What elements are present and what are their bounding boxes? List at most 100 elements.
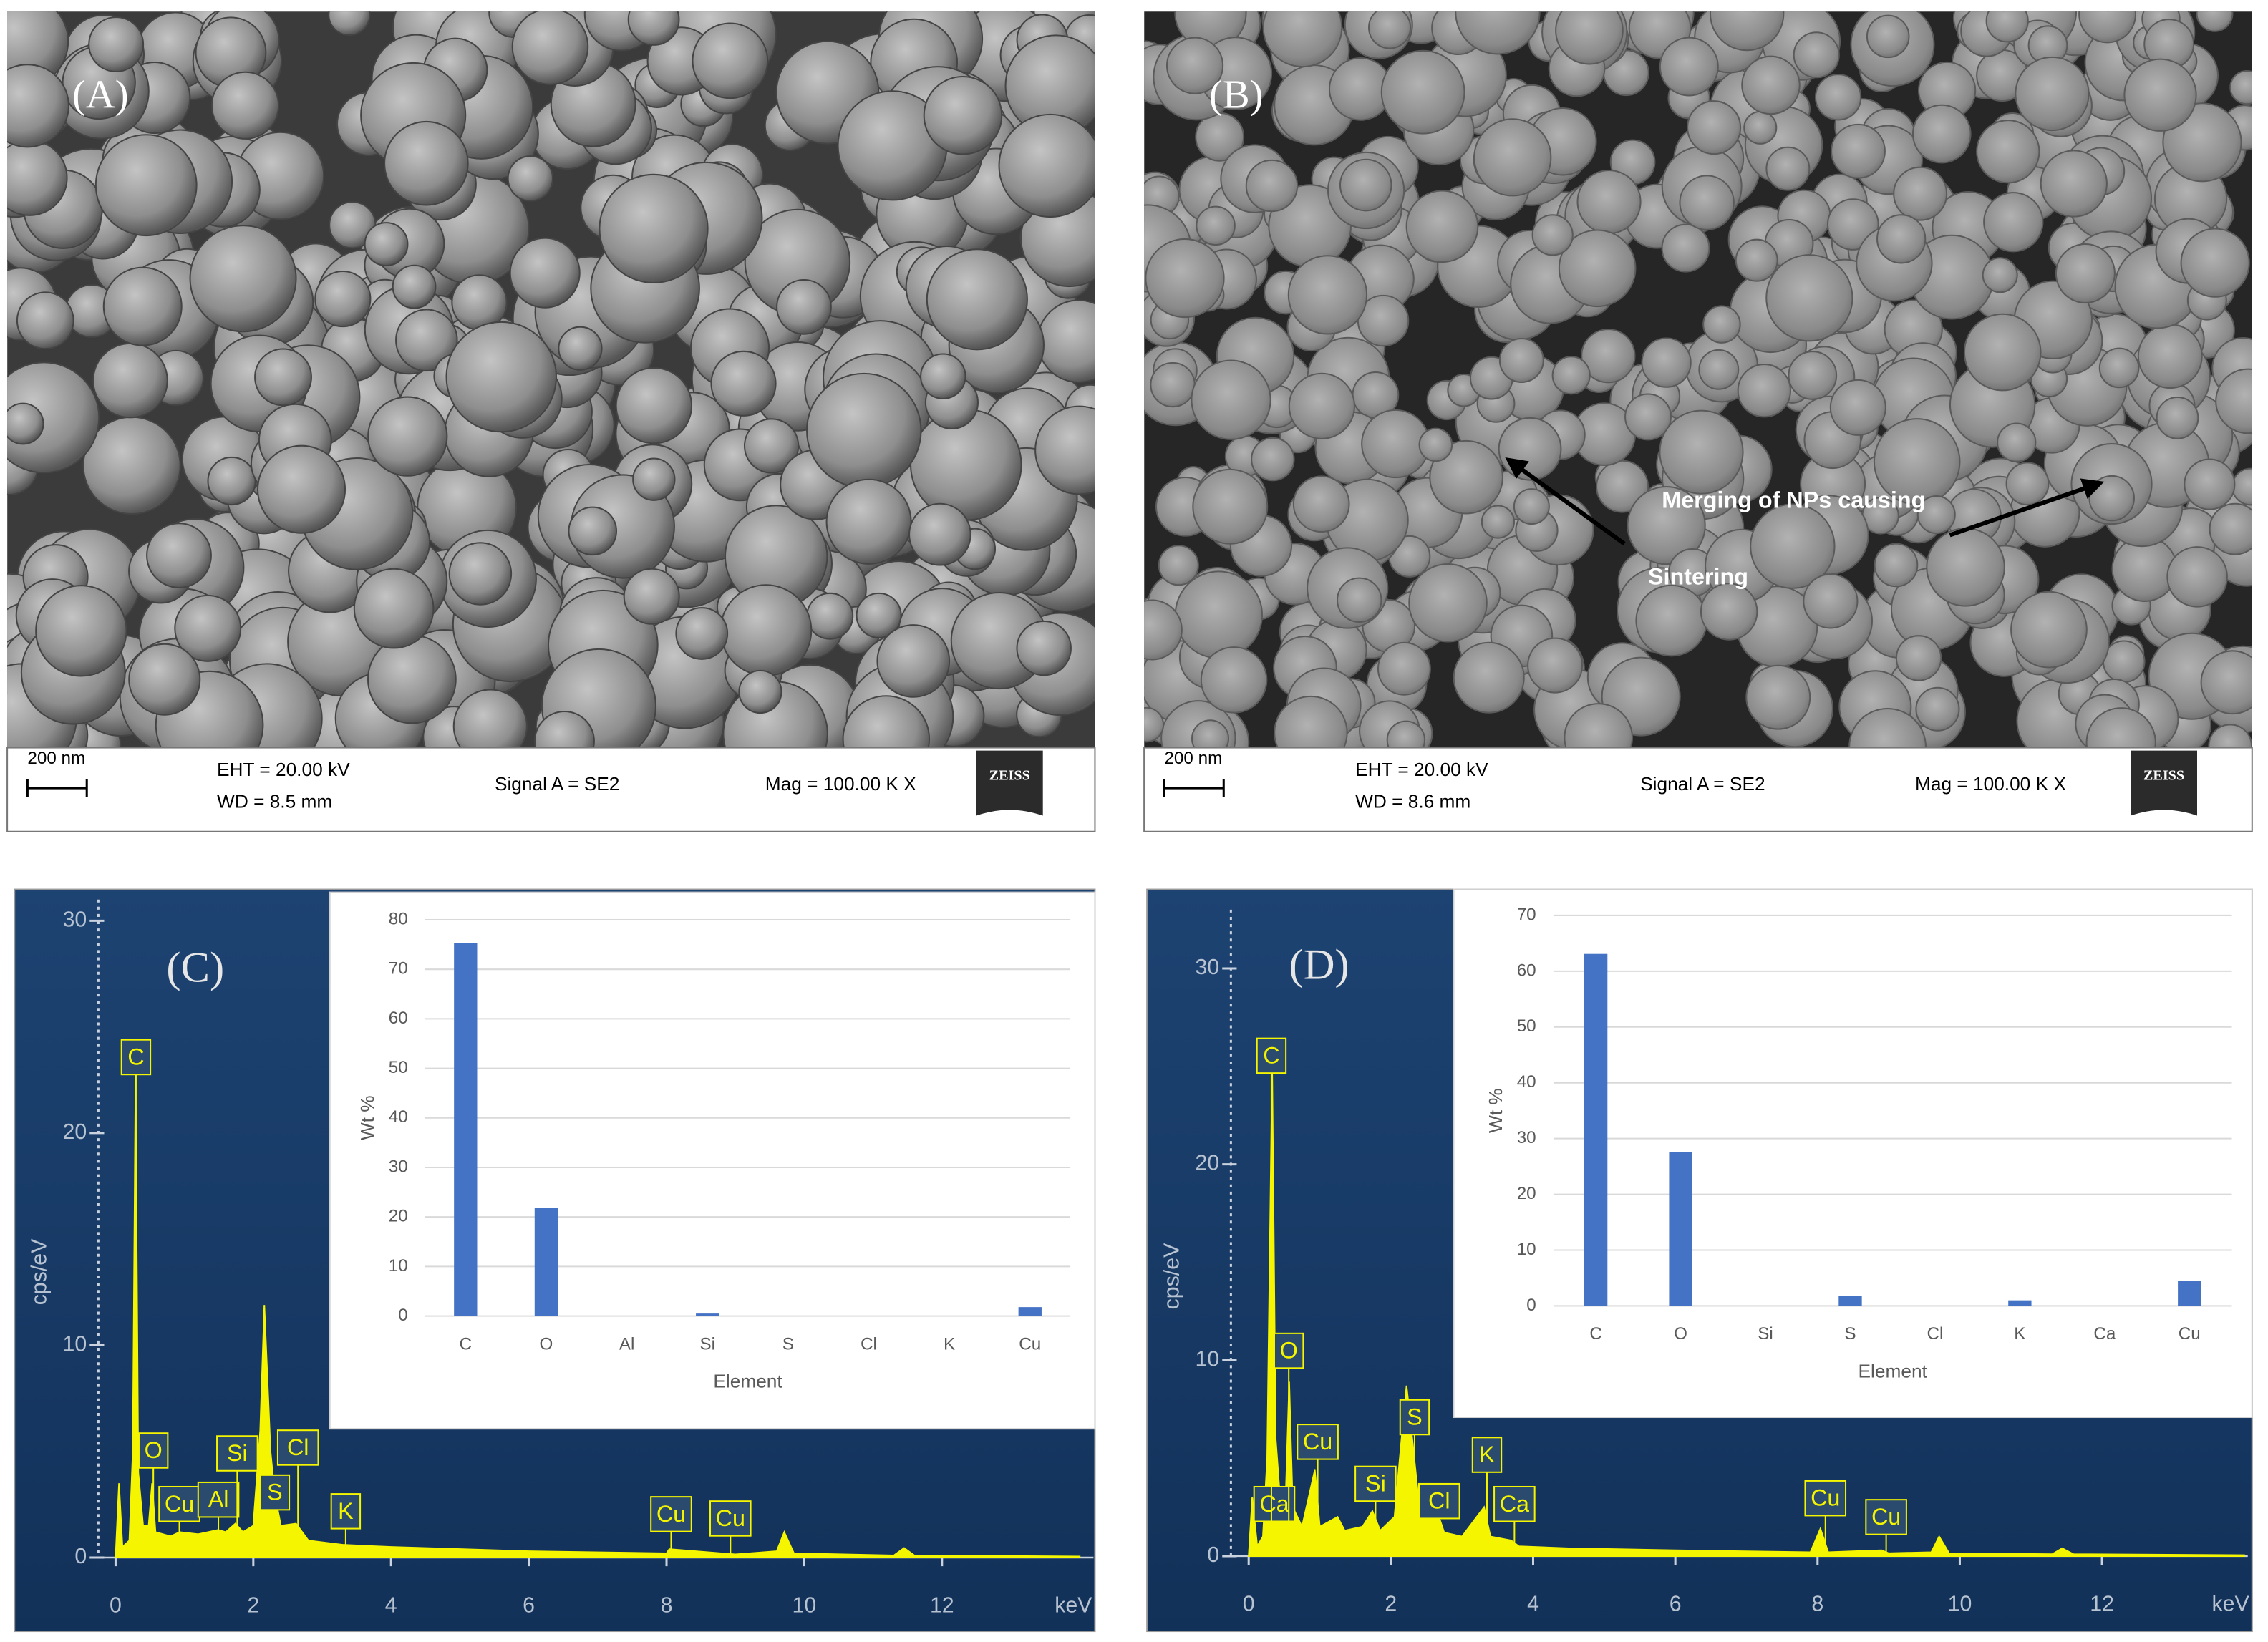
particle [825,478,912,565]
particle [568,506,617,556]
peak-label-box [120,1039,152,1076]
x-tick-label: Cu [1019,1334,1041,1354]
bar [534,1208,558,1316]
peak-label: Cu [165,1491,194,1517]
panel-label: (C) [166,944,224,992]
particle [776,278,832,335]
particle [2200,650,2252,715]
particle [1551,356,1591,395]
peak-label-box [1804,1480,1847,1517]
y-tick-label: 60 [1517,961,1536,980]
particle [509,237,581,309]
particle [806,592,854,640]
bar [454,943,478,1316]
particle [1337,577,1382,623]
peak-label-box [1493,1485,1536,1522]
particle [1895,635,1942,681]
particle [1576,169,1642,235]
particle [7,402,44,445]
particle [2085,707,2156,748]
particle [1498,417,1562,481]
particle [1893,166,1948,221]
panel-label: (B) [1209,72,1263,117]
peak-label-box [330,1493,362,1530]
particle [1498,338,1544,383]
particle [1339,158,1392,212]
particle [1380,49,1465,135]
peak-label-box [650,1496,692,1532]
peak-label-box [1354,1465,1397,1502]
x-tick-label: 2 [1385,1593,1397,1616]
particle [1700,583,1758,641]
particle [1287,255,1368,335]
particle [675,607,729,660]
arrow [1949,478,2105,538]
particle [1274,695,1348,748]
particle [1911,104,1972,164]
particle [632,457,676,501]
particle [1405,190,1479,263]
peak-label-box [1256,1037,1287,1074]
particle [94,134,198,237]
particle [627,11,680,46]
x-tick-label: 8 [661,1594,673,1618]
y-tick-label: 0 [74,1545,87,1568]
particle [1803,573,1858,629]
particle [256,444,346,534]
bar [696,1313,719,1316]
peak-label: S [267,1480,283,1505]
y-tick-label: 60 [389,1009,408,1028]
particle [1558,229,1637,308]
y-tick-label: 20 [389,1207,408,1226]
x-tick-label: Cl [1927,1324,1943,1344]
peak-label-box [1865,1499,1907,1535]
wd: WD = 8.5 mm [217,790,332,812]
spectrum [115,1077,1081,1559]
particle [1635,584,1707,657]
peak-label: Al [208,1487,229,1512]
particle [910,408,1022,521]
particle [2156,397,2199,439]
peak-label: Si [227,1440,248,1466]
particle [1793,31,1840,79]
x-tick-label: 0 [1243,1593,1255,1616]
particle [1262,11,1343,68]
particle [174,594,242,662]
particle [710,350,777,417]
particle [1144,599,1183,661]
peak-label: Cu [1811,1485,1840,1511]
particle [1453,641,1525,714]
particle [1531,214,1574,256]
magnification: Mag = 100.00 K X [765,773,916,795]
particle [1916,495,1956,535]
x-tick-label: 0 [110,1594,122,1618]
particle [1555,11,1624,65]
x-tick-label: 6 [1670,1593,1682,1616]
peak-label-box [1253,1485,1296,1522]
particle [1702,305,1741,344]
particle [16,291,74,350]
particle [2010,591,2088,669]
signal: Signal A = SE2 [1640,773,1765,795]
particle [128,643,201,716]
particle [1191,719,1230,748]
bar [1669,1152,1692,1306]
particle [1750,503,1836,589]
peak-label: O [145,1437,163,1463]
x-tick-label: O [540,1334,553,1354]
peak-label-box [158,1485,200,1522]
peak-label: Si [1365,1471,1386,1497]
particle [511,11,589,85]
peak-label: K [1479,1442,1495,1467]
peak-label-box [1297,1424,1339,1460]
y-tick-label: 10 [1196,1347,1220,1371]
particle [806,372,922,489]
y-tick-label: 30 [63,908,87,931]
x-tick-label: Cl [861,1334,877,1354]
y-axis-label: Wt % [357,1095,378,1140]
peak-label: Cu [1303,1429,1332,1454]
x-axis-label: Element [1858,1360,1928,1381]
x-tick-label: S [782,1334,794,1354]
